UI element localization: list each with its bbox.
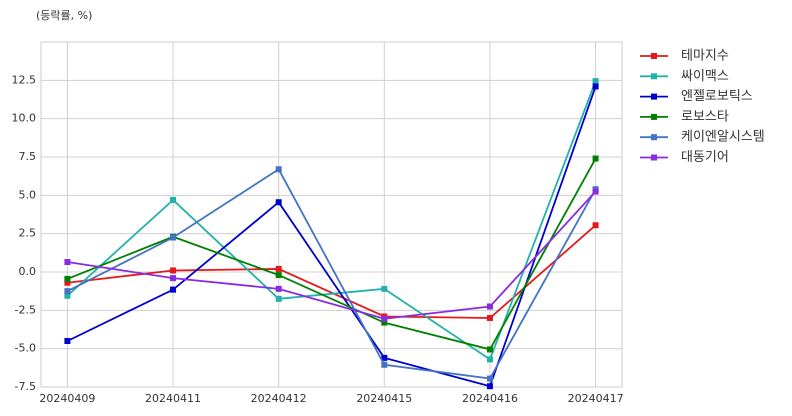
x-tick-label: 20240416: [462, 392, 518, 405]
y-tick-label: 2.5: [19, 227, 37, 240]
y-tick-label: -7.5: [15, 380, 36, 393]
marker: [381, 315, 388, 322]
marker: [64, 279, 71, 286]
legend-label: 로보스타: [681, 109, 729, 124]
marker: [170, 196, 177, 203]
marker: [64, 259, 71, 266]
x-tick-label: 20240411: [145, 392, 201, 405]
legend-marker: [651, 134, 657, 141]
x-tick-label: 20240409: [39, 392, 95, 405]
marker: [64, 338, 71, 344]
legend-marker: [651, 113, 657, 120]
marker: [64, 288, 71, 295]
legend-label: 대동기어: [681, 150, 729, 165]
y-tick-label: 10.0: [12, 112, 37, 125]
y-tick-label: 5.0: [19, 188, 37, 201]
marker: [486, 303, 493, 310]
legend-marker: [651, 154, 657, 161]
marker: [170, 275, 177, 282]
series-line: [67, 190, 597, 320]
marker: [275, 285, 282, 292]
x-tick-label: 20240415: [356, 392, 412, 405]
marker: [64, 275, 71, 282]
legend-marker: [651, 53, 657, 59]
series-line: [67, 224, 597, 319]
legend-label: 테마지수: [681, 49, 729, 64]
marker: [381, 354, 388, 361]
y-tick-label: 0.0: [19, 265, 37, 278]
marker: [381, 361, 388, 368]
marker: [592, 83, 599, 90]
marker: [381, 319, 388, 326]
legend-label: 싸이맥스: [681, 69, 729, 84]
x-tick-label: 20240417: [568, 392, 624, 405]
marker: [170, 267, 177, 274]
y-tick-label: 7.5: [19, 150, 37, 163]
marker: [592, 222, 599, 229]
marker: [486, 315, 493, 321]
y-tick-label: -5.0: [15, 342, 36, 355]
marker: [592, 188, 599, 195]
legend-label: 엔젤로보틱스: [681, 89, 753, 104]
series-line: [66, 80, 597, 361]
marker: [486, 375, 493, 382]
marker: [486, 346, 493, 353]
plot-border: [40, 41, 623, 388]
legend-marker: [651, 93, 657, 100]
series-line: [67, 86, 597, 388]
marker: [275, 272, 282, 279]
marker: [170, 286, 177, 293]
x-tick-label: 20240412: [251, 392, 307, 405]
chart-subtitle: (등락률, %): [36, 9, 92, 22]
marker: [275, 295, 282, 302]
y-tick-label: -2.5: [15, 303, 36, 316]
marker: [275, 166, 282, 173]
marker: [592, 78, 599, 85]
marker: [275, 199, 282, 206]
series-line: [67, 158, 597, 351]
marker: [592, 155, 599, 162]
marker: [486, 356, 493, 363]
legend-label: 케이엔알시스템: [681, 130, 765, 145]
marker: [381, 285, 388, 292]
marker: [170, 234, 177, 241]
legend-marker: [651, 73, 657, 80]
marker: [64, 292, 71, 299]
marker: [275, 265, 282, 272]
y-tick-label: 12.5: [12, 73, 37, 86]
series-line: [67, 167, 597, 380]
marker: [486, 383, 493, 390]
